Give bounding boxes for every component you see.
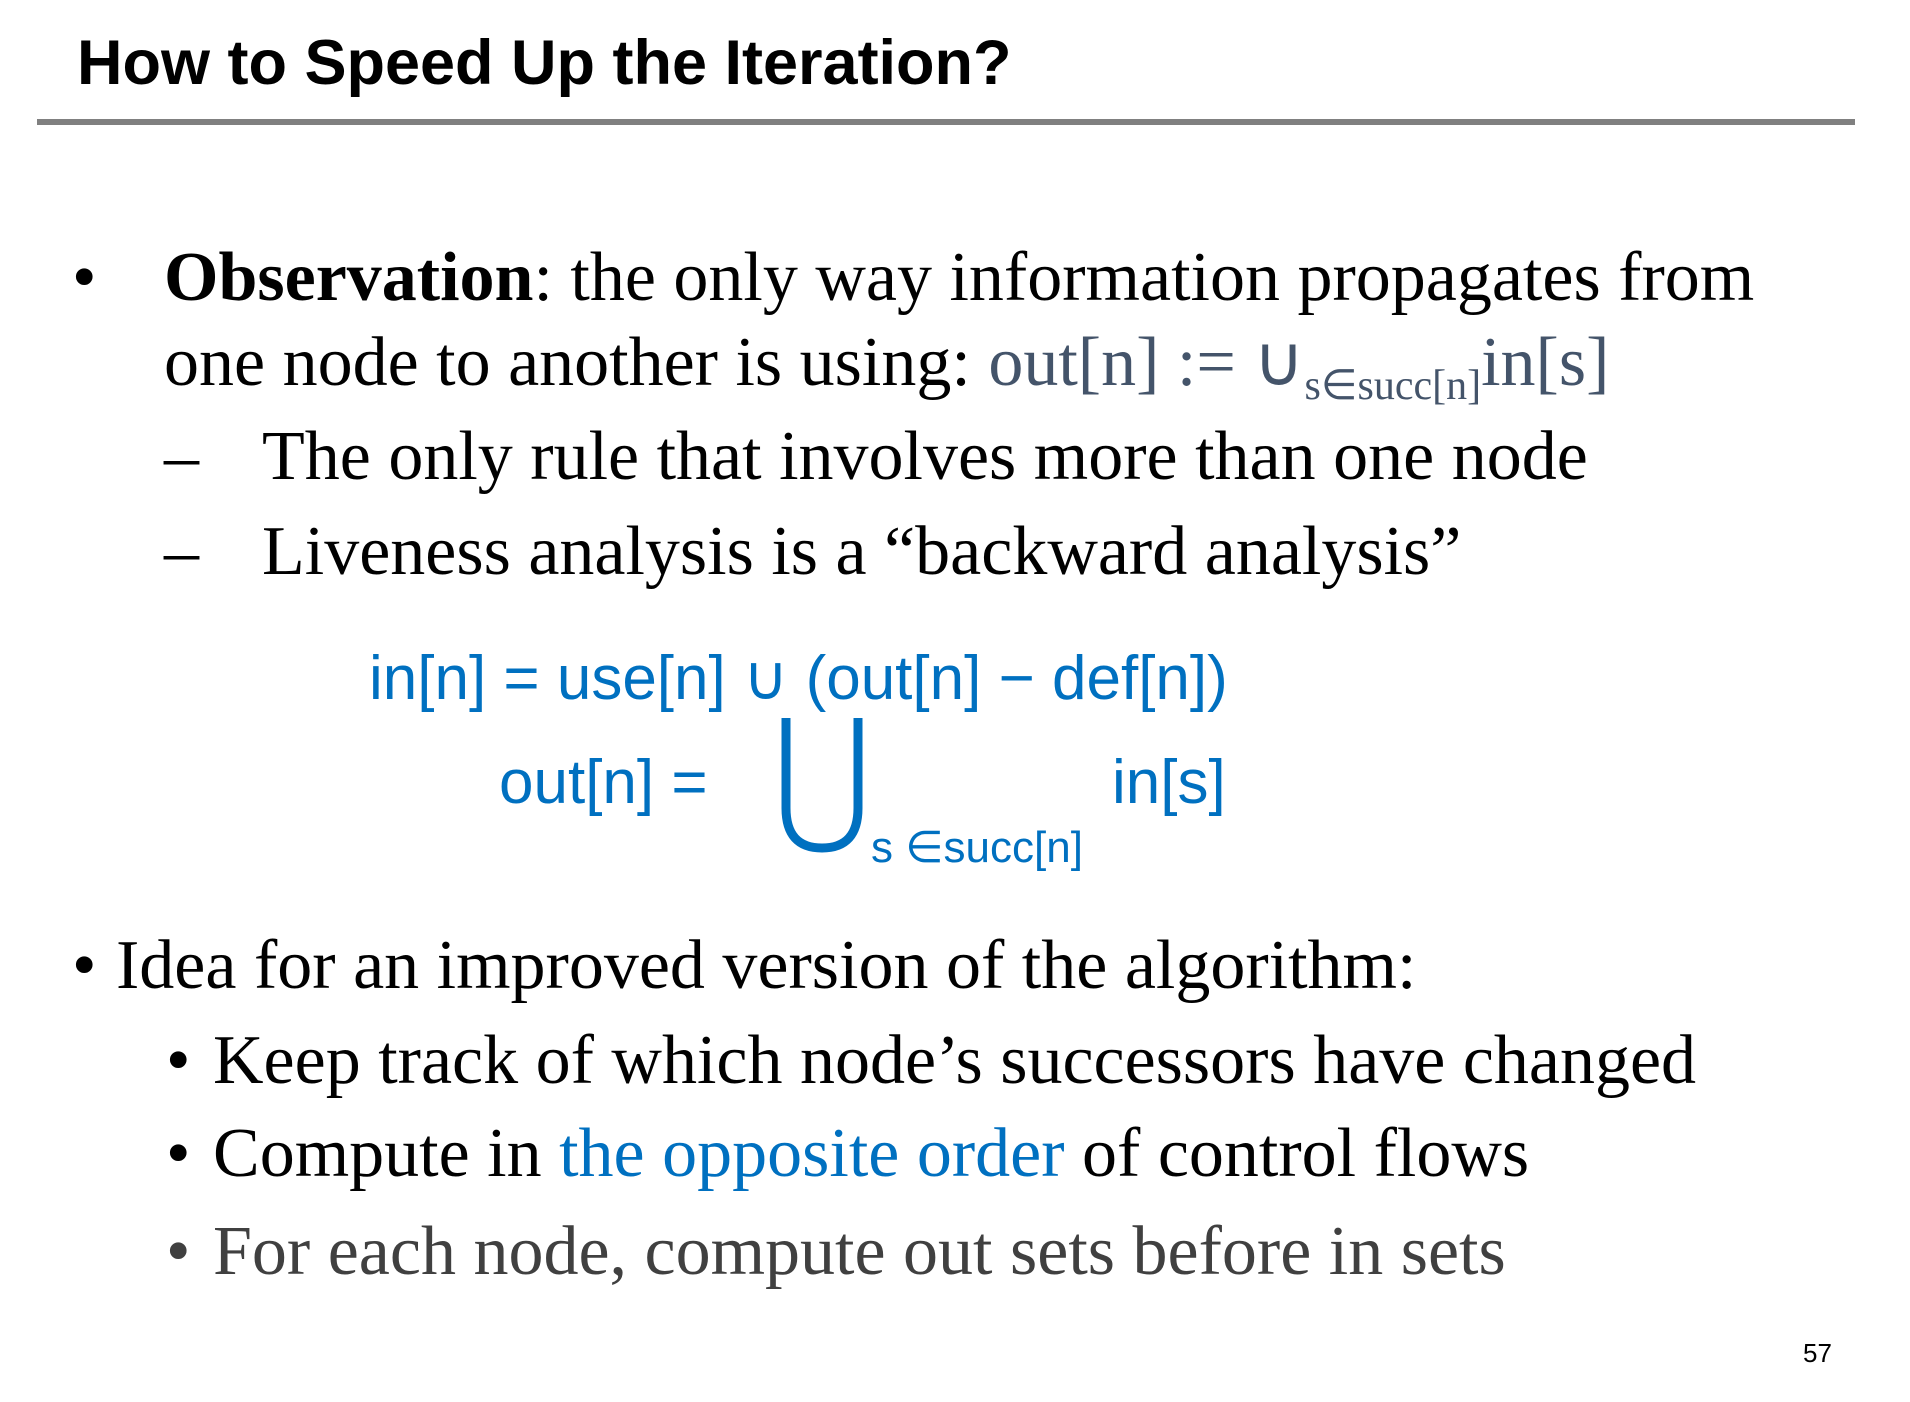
observation-line-1: Observation: the only way information pr… — [164, 243, 1754, 313]
idea-item-keep-track: Keep track of which node’s successors ha… — [213, 1022, 1697, 1099]
idea-item-out-before-in: For each node, compute out sets before i… — [213, 1213, 1506, 1290]
page-number: 57 — [1803, 1338, 1832, 1368]
highlighted-text: the opposite order — [559, 1115, 1065, 1192]
subitem-only-rule: The only rule that involves more than on… — [262, 418, 1588, 495]
bullet-icon: • — [72, 239, 97, 316]
observation-line-2: one node to another is using: out[n] := … — [164, 328, 1609, 408]
out-equation-lhs: out[n] = — [499, 748, 708, 817]
dash-icon: – — [164, 513, 199, 590]
inline-formula-end: in[s] — [1481, 324, 1610, 401]
observation-text-2: one node to another is using: — [164, 324, 989, 401]
out-equation-rhs: in[s] — [1112, 748, 1226, 817]
in-equation: in[n] = use[n] ∪ (out[n] − def[n]) — [369, 644, 1228, 713]
bullet-icon: • — [166, 1213, 191, 1290]
text-part: Compute in — [213, 1115, 560, 1192]
observation-text: : the only way information propagates fr… — [533, 239, 1755, 316]
bullet-icon: • — [166, 1022, 191, 1099]
slide-title: How to Speed Up the Iteration? — [77, 28, 1012, 98]
dash-icon: – — [164, 418, 199, 495]
observation-label: Observation — [164, 239, 534, 316]
inline-formula-subscript: s∈succ[n] — [1304, 363, 1482, 409]
inline-formula-main: out[n] := ∪ — [988, 324, 1305, 401]
out-equation-subscript: s ∈succ[n] — [871, 823, 1083, 872]
text-part: of control flows — [1064, 1115, 1530, 1192]
inline-formula: out[n] := ∪s∈succ[n]in[s] — [988, 324, 1610, 408]
big-union-icon — [781, 718, 863, 853]
bullet-icon: • — [72, 927, 97, 1004]
idea-item-opposite-order: Compute in the opposite order of control… — [213, 1119, 1529, 1189]
subitem-backward-analysis: Liveness analysis is a “backward analysi… — [262, 513, 1462, 590]
title-divider — [37, 119, 1855, 125]
bullet-icon: • — [166, 1115, 191, 1192]
idea-heading: Idea for an improved version of the algo… — [116, 927, 1417, 1004]
